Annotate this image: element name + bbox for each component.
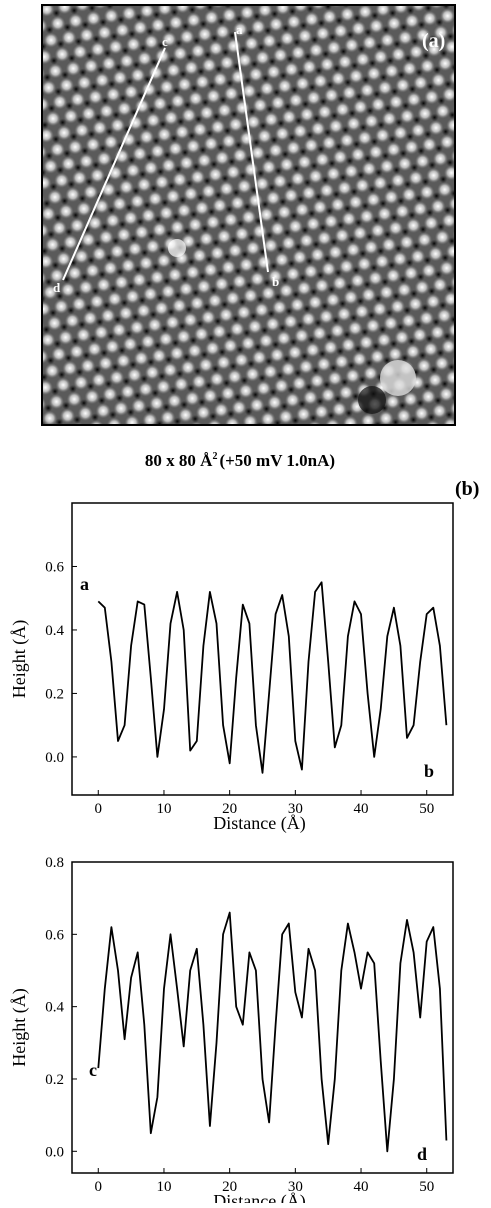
profile-line [97,581,448,774]
caption-text: 80 x 80 Å [145,451,213,470]
plot-frame [71,502,454,796]
y-tick-label: 0.2 [45,686,64,702]
panel-label: (b) [455,478,479,500]
x-axis-label: Distance (Å) [213,1191,305,1203]
y-axis-label: Height (Å) [9,988,30,1066]
y-tick-label: 0.0 [45,1144,64,1160]
plot-frame [71,861,454,1174]
stm-image: a b c d (a) [41,4,456,426]
y-axis-label: Height (Å) [9,620,30,698]
x-tick-label: 40 [354,801,369,817]
x-tick-label: 50 [419,1179,434,1195]
x-tick-label: 0 [95,801,103,817]
x-tick-label: 30 [288,801,303,817]
y-tick-label: 0.6 [45,927,64,943]
y-tick-label: 0.2 [45,1072,64,1088]
x-tick-label: 40 [354,1179,369,1195]
annotation: c [89,1060,97,1080]
caption: 80 x 80 Å2 (+50 mV 1.0nA) [145,451,335,470]
y-tick-label: 0.4 [45,623,64,639]
caption-text: (+50 mV 1.0nA) [219,451,335,470]
image-label: c [162,34,168,49]
caption-sup: 2 [212,451,217,462]
x-tick-label: 10 [156,801,171,817]
x-tick-label: 10 [156,1179,171,1195]
image-label: d [53,280,61,295]
y-tick-label: 0.8 [45,855,64,871]
annotation: b [424,761,434,781]
image-label: b [272,274,279,289]
x-tick-label: 20 [222,1179,237,1195]
x-tick-label: 0 [95,1179,103,1195]
y-tick-label: 0.0 [45,750,64,766]
profile-line [97,911,448,1153]
x-tick-label: 50 [419,801,434,817]
x-axis-label: Distance (Å) [213,813,305,834]
x-tick-label: 20 [222,801,237,817]
y-tick-label: 0.6 [45,559,64,575]
image-label: a [236,22,243,37]
annotation: d [417,1144,427,1164]
annotation: a [80,574,89,594]
x-tick-label: 30 [288,1179,303,1195]
panel-label: (a) [422,30,445,52]
y-tick-label: 0.4 [45,1000,64,1016]
